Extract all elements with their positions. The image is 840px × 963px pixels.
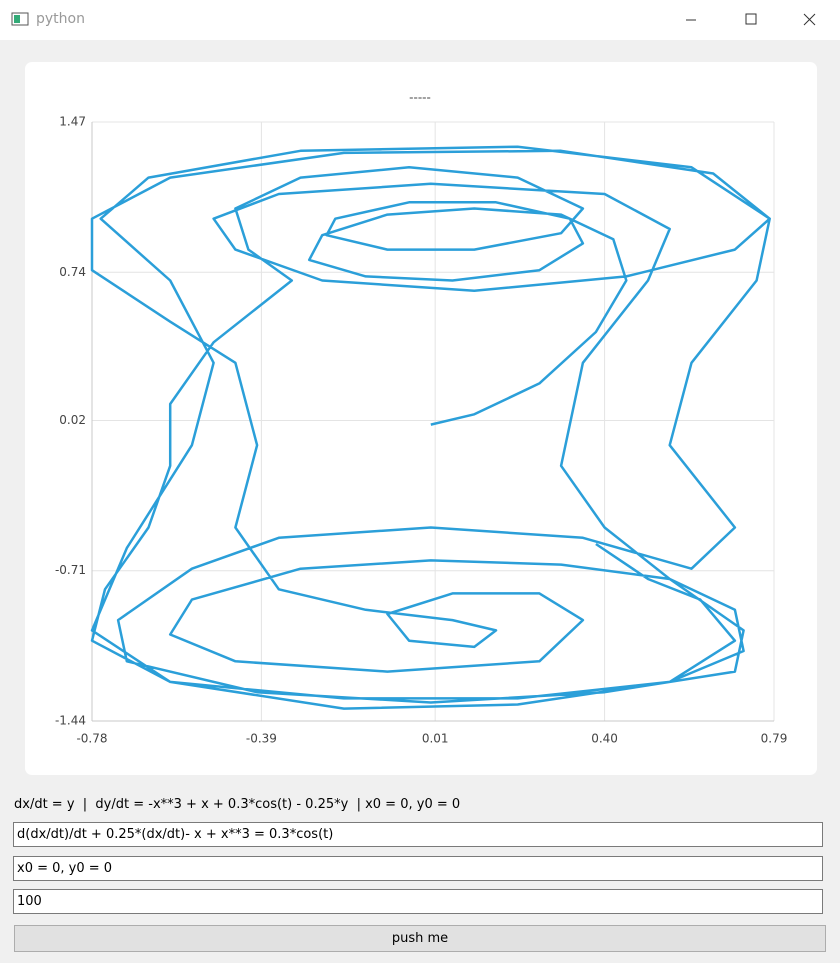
app-icon	[11, 12, 29, 26]
time-input[interactable]: 100	[13, 889, 823, 914]
y-tick-label: 1.47	[59, 115, 86, 129]
y-tick-label: -1.44	[55, 714, 86, 728]
app-icon-fill	[14, 15, 20, 23]
x-tick-label: -0.39	[246, 732, 277, 746]
y-tick-label: 0.02	[59, 413, 86, 427]
window-title: python	[36, 11, 85, 27]
x-tick-label: 0.01	[422, 732, 449, 746]
x-tick-label: 0.40	[591, 732, 618, 746]
y-tick-label: 0.74	[59, 265, 86, 279]
initial-input[interactable]: x0 = 0, y0 = 0	[13, 856, 823, 881]
maximize[interactable]	[745, 13, 757, 25]
title-bar: python	[0, 0, 840, 40]
equation-label: dx/dt = y | dy/dt = -x**3 + x + 0.3*cos(…	[14, 797, 461, 812]
equation-input[interactable]: d(dx/dt)/dt + 0.25*(dx/dt)- x + x**3 = 0…	[13, 822, 823, 847]
push-button[interactable]: push me	[14, 925, 826, 952]
trajectory-line	[90, 145, 771, 710]
x-tick-label: 0.79	[761, 732, 788, 746]
x-tick-label: -0.78	[76, 732, 107, 746]
close[interactable]	[803, 13, 816, 26]
window-controls	[11, 12, 816, 26]
chart-panel	[25, 62, 817, 775]
chart-title: -----	[409, 91, 431, 105]
chart: ----- -1.44 -0.71 0.02 0.74 1.47 -0.78 -0.39 0.…	[25, 62, 817, 775]
y-tick-label: -0.71	[55, 563, 86, 577]
